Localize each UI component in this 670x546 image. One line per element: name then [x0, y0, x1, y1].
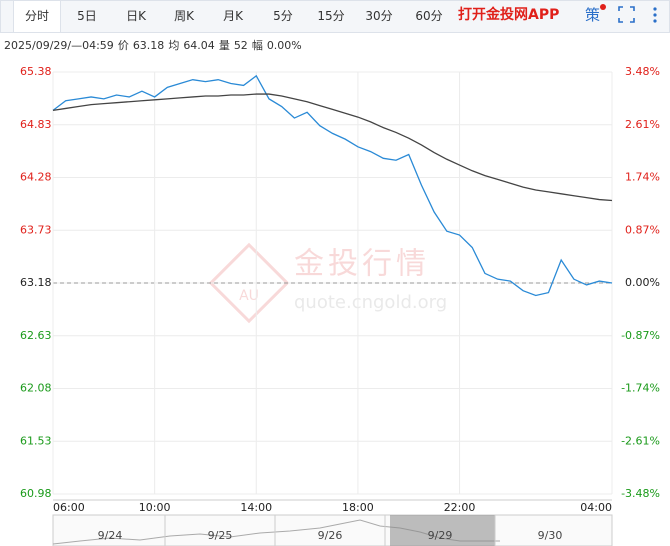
watermark: AU 金投行情 quote.cngold.org	[208, 242, 447, 324]
info-value: 63.18	[132, 39, 165, 52]
y-tick-label: 64.83	[20, 118, 52, 131]
tab[interactable]: 15分	[317, 9, 345, 23]
info-value: 64.04	[183, 39, 215, 52]
y-tick-label: 63.73	[20, 223, 52, 236]
watermark-logo: AU	[239, 288, 259, 304]
x-tick-label: 14:00	[240, 501, 272, 514]
info-value: 52	[233, 39, 248, 52]
navigator-label: 9/24	[98, 529, 123, 542]
y2-tick-label: 0.87%	[625, 223, 660, 236]
series-line	[52, 74, 613, 297]
info-label: 价	[117, 39, 129, 52]
y2-tick-label: -2.61%	[621, 434, 660, 447]
y-tick-label: 64.28	[20, 171, 52, 184]
tab[interactable]: 周K	[174, 9, 194, 23]
y2-tick-label: -0.87%	[621, 329, 660, 342]
y2-tick-label: 3.48%	[625, 65, 660, 78]
info-label: 幅	[251, 39, 263, 52]
tab[interactable]: 日K	[126, 9, 146, 23]
tab[interactable]: 月K	[223, 9, 243, 23]
x-tick-label: 18:00	[342, 501, 374, 514]
y2-tick-label: -3.48%	[621, 487, 660, 500]
y2-tick-label: 2.61%	[625, 118, 660, 131]
watermark-title: 金投行情	[294, 247, 430, 282]
tab[interactable]: 5分	[273, 9, 293, 23]
navigator-label: 9/30	[538, 529, 563, 542]
y-tick-label: 65.38	[20, 65, 52, 78]
more-icon[interactable]	[653, 7, 657, 23]
y-tick-label: 62.08	[20, 382, 52, 395]
info-line: 2025/09/29/—04:59 价 63.18 均 64.04 量 52 幅 0.00%	[4, 37, 306, 53]
navigator-label: 9/29	[428, 529, 453, 542]
tab[interactable]: 60分	[415, 9, 443, 23]
x-tick-label: 04:00	[580, 501, 612, 514]
navigator-label: 9/25	[208, 529, 233, 542]
tab-bar: 分时 5日 日K 周K 月K 5分 15分 30分 60分	[0, 0, 670, 33]
navigator	[52, 514, 613, 546]
tab[interactable]: 30分	[365, 9, 393, 23]
x-tick-label: 06:00	[53, 501, 85, 514]
y2-tick-label: 1.74%	[625, 171, 660, 184]
y-tick-label: 62.63	[20, 329, 52, 342]
info-value: 0.00%	[266, 39, 302, 52]
info-label: 均	[168, 39, 180, 52]
strategy-button[interactable]: 策	[585, 6, 601, 24]
notification-dot	[600, 4, 606, 10]
watermark-url: quote.cngold.org	[294, 292, 447, 313]
x-tick-label: 22:00	[444, 501, 476, 514]
datetime: 2025/09/29/—04:59	[4, 39, 114, 52]
expand-icon[interactable]	[618, 6, 635, 23]
tab[interactable]: 5日	[77, 9, 97, 23]
tab[interactable]: 分时	[13, 1, 61, 32]
y2-tick-label: 0.00%	[625, 276, 660, 289]
info-label: 量	[218, 39, 230, 52]
navigator-label: 9/26	[318, 529, 343, 542]
y2-tick-label: -1.74%	[621, 382, 660, 395]
y-tick-label: 60.98	[20, 487, 52, 500]
x-tick-label: 10:00	[139, 501, 171, 514]
y-tick-label: 63.18	[20, 276, 52, 289]
series-line	[52, 93, 613, 202]
app-link[interactable]: 打开金投网APP	[458, 7, 560, 23]
y-tick-label: 61.53	[20, 434, 52, 447]
